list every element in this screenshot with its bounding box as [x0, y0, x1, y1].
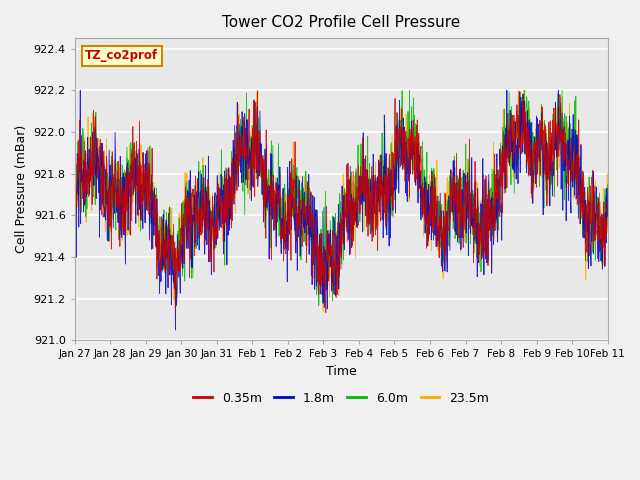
- X-axis label: Time: Time: [326, 365, 356, 378]
- Y-axis label: Cell Pressure (mBar): Cell Pressure (mBar): [15, 125, 28, 253]
- Text: TZ_co2prof: TZ_co2prof: [85, 49, 159, 62]
- Legend: 0.35m, 1.8m, 6.0m, 23.5m: 0.35m, 1.8m, 6.0m, 23.5m: [188, 387, 494, 410]
- Title: Tower CO2 Profile Cell Pressure: Tower CO2 Profile Cell Pressure: [222, 15, 460, 30]
